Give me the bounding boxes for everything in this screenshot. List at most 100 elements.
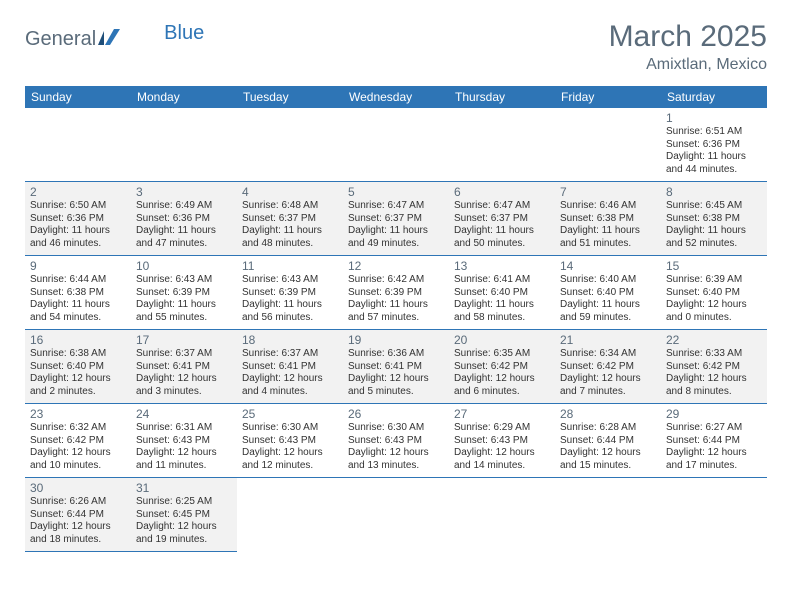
day-info: Sunrise: 6:51 AMSunset: 6:36 PMDaylight:… [666, 126, 762, 176]
day-number: 28 [560, 407, 656, 421]
day-number: 22 [666, 333, 762, 347]
weekday-header: Friday [555, 86, 661, 108]
calendar-cell: 20Sunrise: 6:35 AMSunset: 6:42 PMDayligh… [449, 330, 555, 404]
calendar-cell [661, 478, 767, 552]
day-info: Sunrise: 6:46 AMSunset: 6:38 PMDaylight:… [560, 200, 656, 250]
calendar-cell: 6Sunrise: 6:47 AMSunset: 6:37 PMDaylight… [449, 182, 555, 256]
day-number: 27 [454, 407, 550, 421]
day-info: Sunrise: 6:43 AMSunset: 6:39 PMDaylight:… [242, 274, 338, 324]
day-info: Sunrise: 6:50 AMSunset: 6:36 PMDaylight:… [30, 200, 126, 250]
calendar-cell: 21Sunrise: 6:34 AMSunset: 6:42 PMDayligh… [555, 330, 661, 404]
day-number: 6 [454, 185, 550, 199]
day-number: 24 [136, 407, 232, 421]
calendar-header-row: SundayMondayTuesdayWednesdayThursdayFrid… [25, 86, 767, 108]
day-number: 14 [560, 259, 656, 273]
day-number: 9 [30, 259, 126, 273]
calendar-cell: 31Sunrise: 6:25 AMSunset: 6:45 PMDayligh… [131, 478, 237, 552]
calendar-cell: 11Sunrise: 6:43 AMSunset: 6:39 PMDayligh… [237, 256, 343, 330]
day-info: Sunrise: 6:27 AMSunset: 6:44 PMDaylight:… [666, 422, 762, 472]
calendar-cell: 22Sunrise: 6:33 AMSunset: 6:42 PMDayligh… [661, 330, 767, 404]
day-info: Sunrise: 6:30 AMSunset: 6:43 PMDaylight:… [242, 422, 338, 472]
calendar-cell [131, 108, 237, 182]
day-number: 11 [242, 259, 338, 273]
calendar-cell: 18Sunrise: 6:37 AMSunset: 6:41 PMDayligh… [237, 330, 343, 404]
day-info: Sunrise: 6:47 AMSunset: 6:37 PMDaylight:… [348, 200, 444, 250]
calendar-cell [555, 108, 661, 182]
weekday-header: Wednesday [343, 86, 449, 108]
day-number: 10 [136, 259, 232, 273]
day-info: Sunrise: 6:48 AMSunset: 6:37 PMDaylight:… [242, 200, 338, 250]
day-number: 1 [666, 111, 762, 125]
day-number: 21 [560, 333, 656, 347]
brand-part2: Blue [164, 22, 204, 45]
day-info: Sunrise: 6:25 AMSunset: 6:45 PMDaylight:… [136, 496, 232, 546]
day-number: 15 [666, 259, 762, 273]
calendar-cell: 17Sunrise: 6:37 AMSunset: 6:41 PMDayligh… [131, 330, 237, 404]
day-number: 17 [136, 333, 232, 347]
day-number: 20 [454, 333, 550, 347]
day-info: Sunrise: 6:43 AMSunset: 6:39 PMDaylight:… [136, 274, 232, 324]
weekday-header: Saturday [661, 86, 767, 108]
day-info: Sunrise: 6:42 AMSunset: 6:39 PMDaylight:… [348, 274, 444, 324]
calendar-cell: 27Sunrise: 6:29 AMSunset: 6:43 PMDayligh… [449, 404, 555, 478]
day-info: Sunrise: 6:39 AMSunset: 6:40 PMDaylight:… [666, 274, 762, 324]
calendar-cell: 5Sunrise: 6:47 AMSunset: 6:37 PMDaylight… [343, 182, 449, 256]
calendar-cell: 15Sunrise: 6:39 AMSunset: 6:40 PMDayligh… [661, 256, 767, 330]
calendar-cell: 24Sunrise: 6:31 AMSunset: 6:43 PMDayligh… [131, 404, 237, 478]
day-number: 23 [30, 407, 126, 421]
calendar-cell [555, 478, 661, 552]
brand-part1: General [25, 28, 96, 51]
day-number: 26 [348, 407, 444, 421]
calendar-cell: 23Sunrise: 6:32 AMSunset: 6:42 PMDayligh… [25, 404, 131, 478]
calendar-cell: 9Sunrise: 6:44 AMSunset: 6:38 PMDaylight… [25, 256, 131, 330]
day-info: Sunrise: 6:36 AMSunset: 6:41 PMDaylight:… [348, 348, 444, 398]
location-subtitle: Amixtlan, Mexico [609, 56, 767, 74]
month-title: March 2025 [609, 20, 767, 54]
day-number: 7 [560, 185, 656, 199]
calendar-cell: 25Sunrise: 6:30 AMSunset: 6:43 PMDayligh… [237, 404, 343, 478]
day-info: Sunrise: 6:38 AMSunset: 6:40 PMDaylight:… [30, 348, 126, 398]
calendar-cell: 30Sunrise: 6:26 AMSunset: 6:44 PMDayligh… [25, 478, 131, 552]
brand-logo: General Blue [25, 28, 204, 51]
day-info: Sunrise: 6:30 AMSunset: 6:43 PMDaylight:… [348, 422, 444, 472]
calendar-cell [25, 108, 131, 182]
day-number: 29 [666, 407, 762, 421]
calendar-cell: 19Sunrise: 6:36 AMSunset: 6:41 PMDayligh… [343, 330, 449, 404]
day-info: Sunrise: 6:34 AMSunset: 6:42 PMDaylight:… [560, 348, 656, 398]
flag-icon [98, 28, 120, 51]
day-number: 30 [30, 481, 126, 495]
calendar-cell: 16Sunrise: 6:38 AMSunset: 6:40 PMDayligh… [25, 330, 131, 404]
day-number: 31 [136, 481, 232, 495]
calendar-table: SundayMondayTuesdayWednesdayThursdayFrid… [25, 86, 767, 552]
day-number: 2 [30, 185, 126, 199]
day-info: Sunrise: 6:32 AMSunset: 6:42 PMDaylight:… [30, 422, 126, 472]
calendar-body: 1Sunrise: 6:51 AMSunset: 6:36 PMDaylight… [25, 108, 767, 552]
calendar-cell: 10Sunrise: 6:43 AMSunset: 6:39 PMDayligh… [131, 256, 237, 330]
day-number: 16 [30, 333, 126, 347]
day-info: Sunrise: 6:37 AMSunset: 6:41 PMDaylight:… [242, 348, 338, 398]
calendar-cell: 2Sunrise: 6:50 AMSunset: 6:36 PMDaylight… [25, 182, 131, 256]
calendar-cell: 28Sunrise: 6:28 AMSunset: 6:44 PMDayligh… [555, 404, 661, 478]
day-info: Sunrise: 6:26 AMSunset: 6:44 PMDaylight:… [30, 496, 126, 546]
day-number: 19 [348, 333, 444, 347]
day-number: 12 [348, 259, 444, 273]
day-info: Sunrise: 6:45 AMSunset: 6:38 PMDaylight:… [666, 200, 762, 250]
calendar-cell: 4Sunrise: 6:48 AMSunset: 6:37 PMDaylight… [237, 182, 343, 256]
weekday-header: Thursday [449, 86, 555, 108]
day-info: Sunrise: 6:41 AMSunset: 6:40 PMDaylight:… [454, 274, 550, 324]
title-block: March 2025 Amixtlan, Mexico [609, 20, 767, 74]
weekday-header: Sunday [25, 86, 131, 108]
calendar-cell: 7Sunrise: 6:46 AMSunset: 6:38 PMDaylight… [555, 182, 661, 256]
calendar-cell [343, 478, 449, 552]
day-info: Sunrise: 6:44 AMSunset: 6:38 PMDaylight:… [30, 274, 126, 324]
calendar-cell: 26Sunrise: 6:30 AMSunset: 6:43 PMDayligh… [343, 404, 449, 478]
day-number: 25 [242, 407, 338, 421]
calendar-cell [237, 478, 343, 552]
day-info: Sunrise: 6:37 AMSunset: 6:41 PMDaylight:… [136, 348, 232, 398]
day-number: 5 [348, 185, 444, 199]
weekday-header: Monday [131, 86, 237, 108]
day-number: 13 [454, 259, 550, 273]
calendar-cell [449, 108, 555, 182]
calendar-cell: 29Sunrise: 6:27 AMSunset: 6:44 PMDayligh… [661, 404, 767, 478]
day-info: Sunrise: 6:33 AMSunset: 6:42 PMDaylight:… [666, 348, 762, 398]
